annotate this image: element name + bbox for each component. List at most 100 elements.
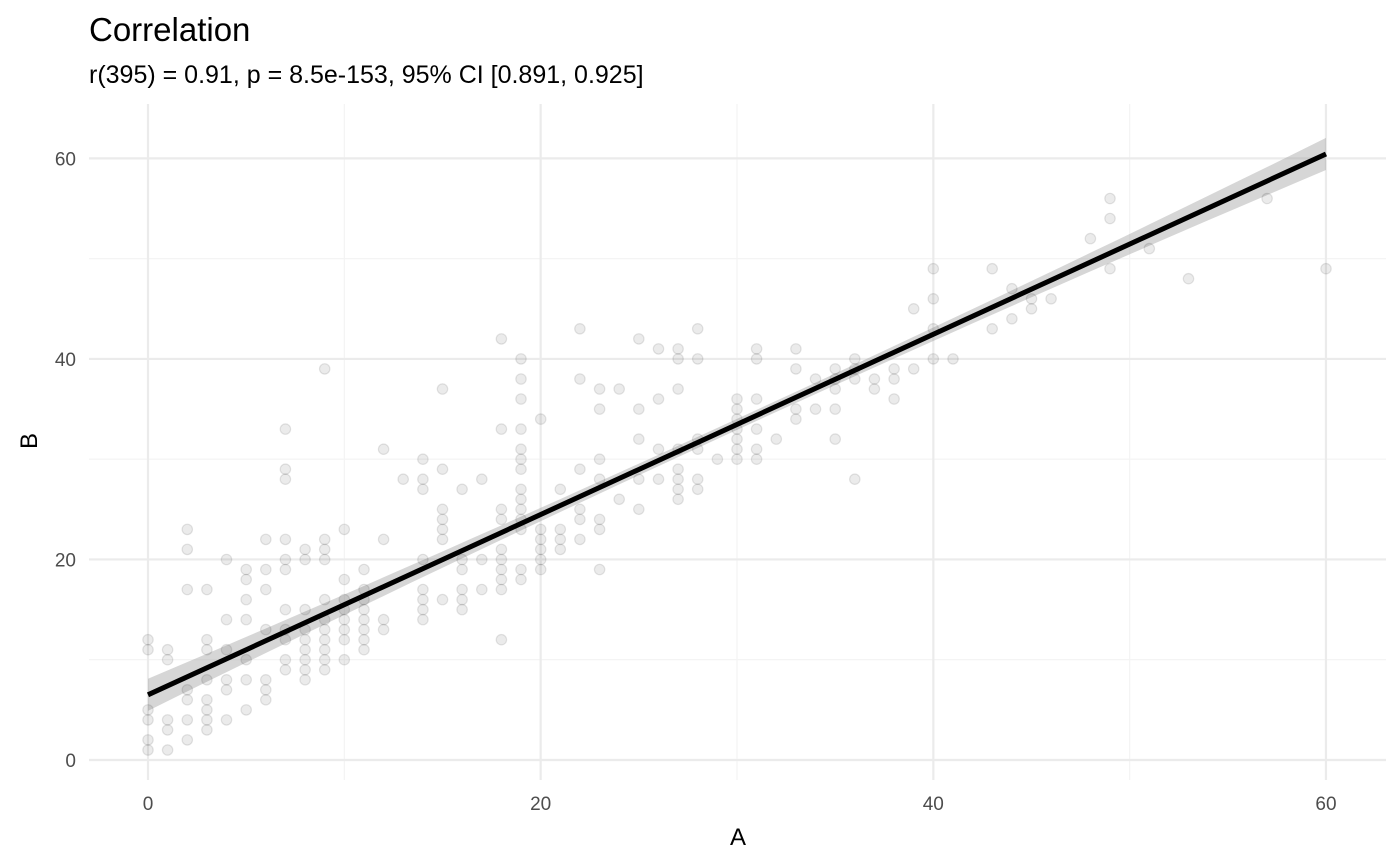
data-point	[240, 573, 252, 586]
data-point	[1104, 192, 1116, 205]
data-point	[495, 633, 508, 646]
data-point	[161, 724, 174, 736]
data-point	[1320, 262, 1332, 275]
data-point	[790, 363, 802, 375]
data-point	[750, 343, 763, 355]
data-point	[593, 523, 606, 536]
data-point	[613, 493, 625, 506]
data-point	[456, 593, 468, 606]
data-point	[417, 593, 429, 606]
data-point	[1006, 282, 1018, 295]
data-point	[181, 523, 194, 536]
data-point	[220, 683, 233, 696]
data-point	[436, 463, 449, 475]
data-point	[358, 613, 370, 626]
data-point	[318, 633, 331, 646]
data-point	[534, 523, 547, 536]
data-point	[456, 603, 468, 616]
data-point	[515, 453, 527, 465]
data-point	[593, 383, 606, 395]
data-point	[259, 583, 272, 596]
data-point	[259, 533, 272, 546]
data-point	[927, 353, 940, 365]
data-point	[1104, 212, 1116, 225]
data-point	[397, 473, 409, 485]
data-point	[1084, 232, 1097, 245]
data-point	[495, 553, 508, 566]
data-point	[907, 302, 920, 315]
data-point	[377, 623, 390, 636]
data-point	[652, 343, 665, 355]
data-point	[318, 543, 331, 556]
data-point	[417, 453, 429, 465]
data-point	[436, 383, 449, 395]
data-point	[495, 543, 508, 556]
data-point	[515, 483, 527, 496]
data-point	[201, 724, 213, 736]
data-point	[907, 363, 920, 375]
data-point	[515, 423, 527, 435]
data-point	[809, 373, 822, 385]
data-point	[240, 593, 252, 606]
data-point	[652, 473, 665, 485]
data-point	[495, 583, 508, 596]
data-point	[142, 704, 154, 716]
data-point	[731, 393, 743, 405]
data-point	[731, 433, 743, 445]
data-point	[534, 553, 547, 566]
data-point	[731, 443, 743, 455]
data-point	[142, 633, 154, 646]
data-point	[672, 383, 684, 395]
data-point	[456, 583, 468, 596]
data-point	[554, 523, 567, 536]
data-point	[436, 593, 449, 606]
data-point	[318, 363, 331, 375]
data-point	[515, 373, 527, 385]
data-point	[652, 443, 665, 455]
data-point	[829, 433, 841, 445]
data-point	[495, 563, 508, 576]
data-point	[632, 433, 645, 445]
data-point	[947, 353, 959, 365]
data-point	[632, 503, 645, 516]
data-point	[181, 543, 194, 556]
data-point	[495, 513, 508, 526]
data-point	[259, 693, 272, 706]
data-point	[495, 503, 508, 516]
data-point	[554, 533, 567, 546]
data-point	[377, 533, 390, 546]
data-point	[574, 513, 586, 526]
data-point	[338, 653, 351, 666]
data-point	[888, 393, 900, 405]
data-point	[613, 383, 625, 395]
y-tick-label: 40	[55, 350, 76, 371]
data-point	[790, 413, 802, 425]
data-point	[142, 643, 154, 656]
data-point	[318, 593, 331, 606]
data-point	[790, 403, 802, 415]
data-point	[220, 673, 233, 686]
data-point	[358, 643, 370, 656]
data-point	[868, 383, 881, 395]
data-point	[1261, 192, 1273, 205]
data-point	[142, 734, 154, 746]
data-point	[318, 553, 331, 566]
data-point	[279, 533, 292, 546]
regression-line-group	[146, 151, 1328, 698]
data-point	[848, 373, 861, 385]
data-point	[515, 443, 527, 455]
data-point	[515, 563, 527, 576]
data-point	[436, 533, 449, 546]
data-point	[986, 322, 998, 335]
data-point	[201, 583, 213, 596]
data-point	[259, 683, 272, 696]
data-point	[318, 653, 331, 666]
data-point	[338, 613, 351, 626]
data-point	[299, 633, 311, 646]
data-point	[790, 343, 802, 355]
data-point	[220, 553, 233, 566]
data-point	[672, 473, 684, 485]
data-point	[632, 403, 645, 415]
data-point	[201, 704, 213, 716]
data-point	[1143, 242, 1156, 255]
